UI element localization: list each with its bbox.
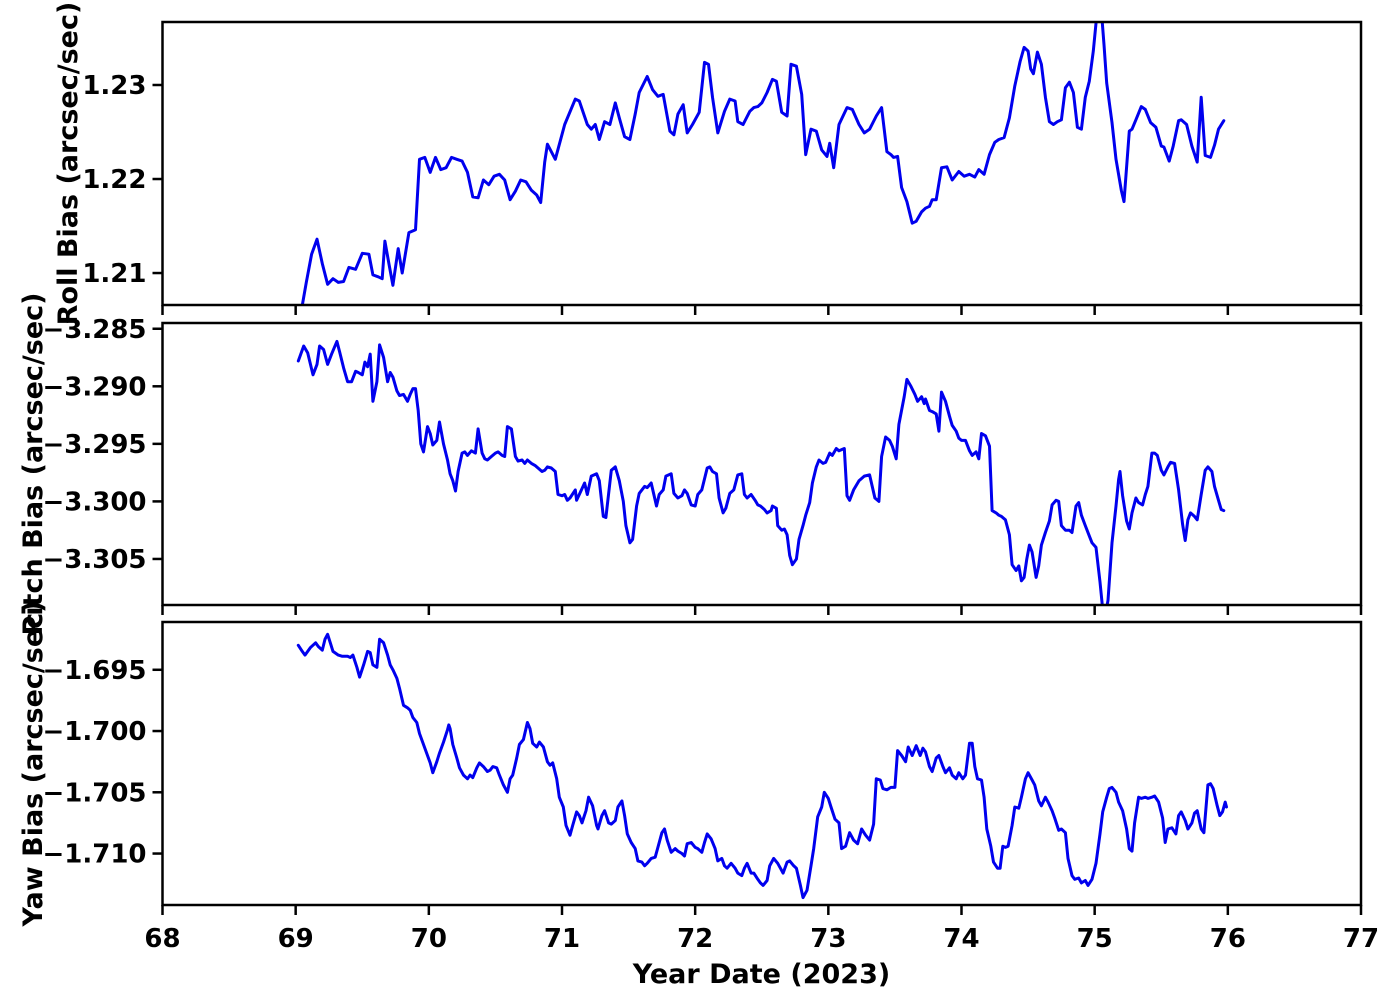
yaw-bias-y-axis-label: Yaw Bias (arcsec/sec) — [18, 600, 49, 927]
x-tick-label: 73 — [810, 924, 846, 954]
x-tick-label: 70 — [411, 924, 447, 954]
roll-bias-y-tick-label: 1.23 — [82, 71, 146, 101]
pitch-bias-y-tick-label: −3.285 — [42, 315, 146, 345]
x-tick-label: 71 — [544, 924, 580, 954]
x-tick-label: 75 — [1077, 924, 1113, 954]
yaw-bias-y-tick-label: −1.710 — [42, 840, 146, 870]
x-tick-label: 76 — [1210, 924, 1246, 954]
pitch-bias-line — [296, 339, 1226, 605]
x-tick-label: 68 — [144, 924, 180, 954]
pitch-bias-y-tick-label: −3.305 — [42, 545, 146, 575]
yaw-bias-line — [296, 632, 1228, 900]
yaw-bias-y-tick-label: −1.700 — [42, 717, 146, 747]
roll-bias-y-tick-label: 1.22 — [82, 165, 146, 195]
roll-bias-panel-spines — [161, 20, 1363, 307]
pitch-bias-y-axis-label: Pitch Bias (arcsec/sec) — [18, 293, 49, 636]
x-tick-label: 74 — [943, 924, 979, 954]
x-axis-label: Year Date (2023) — [632, 959, 890, 990]
pitch-bias-y-tick-label: −3.295 — [42, 430, 146, 460]
yaw-bias-panel-spines — [161, 620, 1363, 907]
yaw-bias-y-tick-label: −1.695 — [42, 656, 146, 686]
roll-bias-line — [300, 22, 1226, 305]
pitch-bias-y-tick-label: −3.300 — [42, 487, 146, 517]
x-tick-label: 77 — [1343, 924, 1379, 954]
x-tick-label: 69 — [278, 924, 314, 954]
roll-bias-y-tick-label: 1.21 — [82, 259, 146, 289]
pitch-bias-panel-spines — [161, 321, 1363, 607]
roll-bias-y-axis-label: Roll Bias (arcsec/sec) — [53, 2, 84, 326]
yaw-bias-y-tick-label: −1.705 — [42, 778, 146, 808]
pitch-bias-y-tick-label: −3.290 — [42, 372, 146, 402]
x-tick-label: 72 — [677, 924, 713, 954]
